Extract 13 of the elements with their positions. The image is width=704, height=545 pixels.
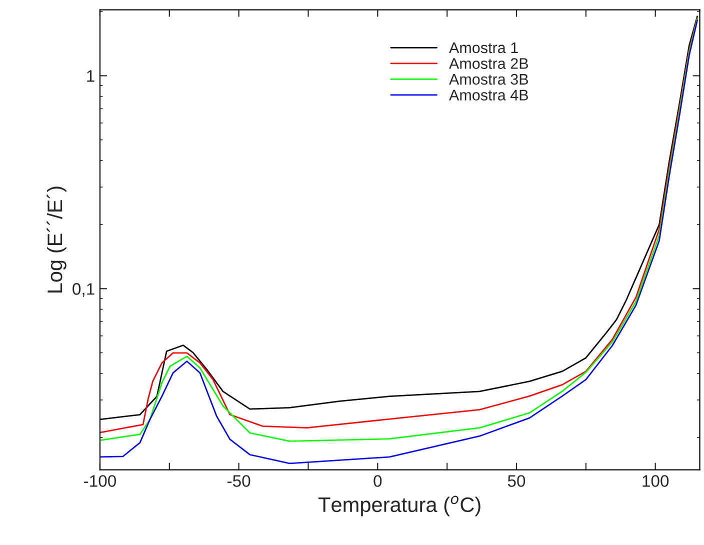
legend-label: Amostra 2B [449, 58, 528, 69]
x-tick-label: 100 [642, 475, 669, 487]
y-axis-title: Log (E´´/E´) [46, 186, 66, 292]
x-tick-label: -50 [228, 475, 250, 487]
x-tick-label: -100 [84, 475, 116, 487]
x-tick-label: 50 [508, 475, 526, 487]
y-tick-label: 0,1 [72, 283, 94, 297]
legend-label: Amostra 3B [449, 74, 528, 85]
y-tick-label: 1 [87, 70, 94, 82]
x-tick-label: 0 [374, 475, 382, 487]
x-axis-title: Temperatura ($^{o}$C) [318, 496, 480, 516]
legend-label: Amostra 1 [449, 42, 518, 54]
legend-label: Amostra 4B [449, 90, 528, 100]
